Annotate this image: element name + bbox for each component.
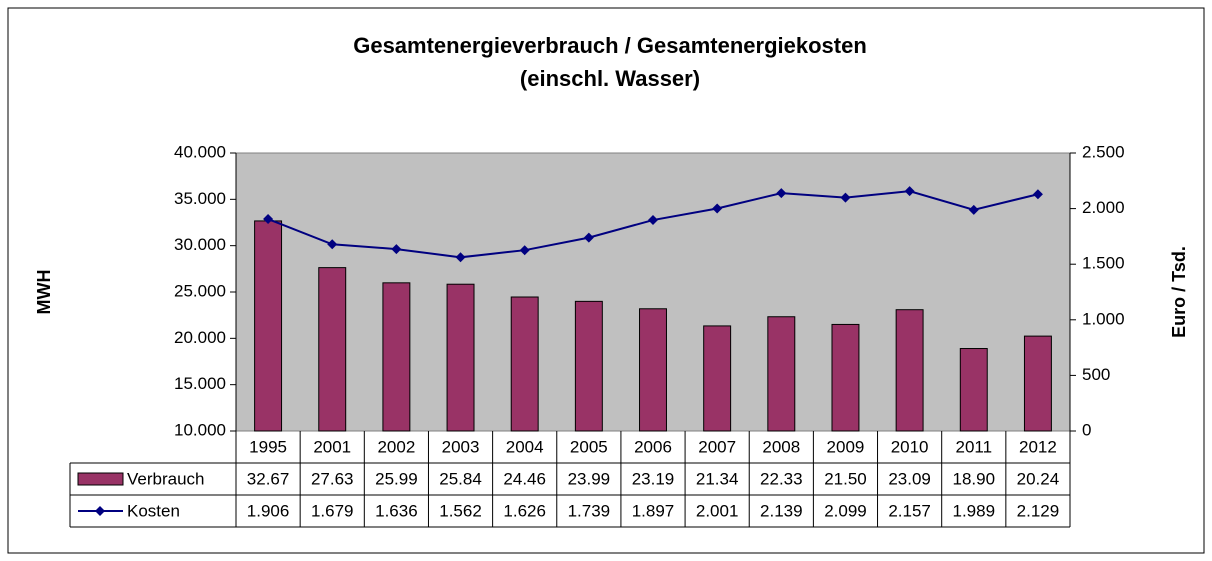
data-label: 1.989	[952, 501, 995, 520]
chart-title: Gesamtenergieverbrauch / Gesamtenergieko…	[353, 33, 867, 58]
x-tick-label: 2001	[313, 437, 351, 456]
data-label: 32.67	[247, 469, 290, 488]
legend-key	[95, 506, 105, 516]
x-tick-label: 2007	[698, 437, 736, 456]
x-tick-label: 2012	[1019, 437, 1057, 456]
bar	[1023, 335, 1052, 432]
x-tick-label: 2009	[827, 437, 865, 456]
y-tick-label: 40.000	[174, 142, 226, 161]
y-tick-label: 30.000	[174, 235, 226, 254]
x-tick-label: 2005	[570, 437, 608, 456]
data-label: 1.897	[632, 501, 675, 520]
y2-tick-label: 0	[1082, 420, 1091, 439]
data-label: 22.33	[760, 469, 803, 488]
x-tick-label: 1995	[249, 437, 287, 456]
data-label: 27.63	[311, 469, 354, 488]
bar	[767, 316, 796, 432]
y-tick-label: 20.000	[174, 328, 226, 347]
x-tick-label: 2003	[442, 437, 480, 456]
y-tick-label: 10.000	[174, 420, 226, 439]
bar	[895, 309, 924, 432]
y-tick-label: 35.000	[174, 189, 226, 208]
marker	[327, 239, 338, 250]
data-label: 24.46	[503, 469, 546, 488]
bar	[254, 220, 283, 432]
marker	[776, 188, 787, 199]
marker	[712, 203, 723, 214]
y-tick-label: 25.000	[174, 281, 226, 300]
data-label: 21.34	[696, 469, 739, 488]
y-axis-label: MWH	[34, 270, 54, 315]
x-tick-label: 2011	[955, 437, 992, 456]
data-label: 21.50	[824, 469, 867, 488]
chart-subtitle: (einschl. Wasser)	[520, 66, 700, 91]
bar	[959, 348, 988, 432]
data-label: 2.157	[888, 501, 931, 520]
legend-key	[77, 472, 124, 486]
data-label: 23.09	[888, 469, 931, 488]
x-tick-label: 2006	[634, 437, 672, 456]
data-label: 1.562	[439, 501, 482, 520]
data-label: 1.626	[503, 501, 546, 520]
x-tick-label: 2002	[377, 437, 415, 456]
bar	[831, 323, 860, 432]
marker	[391, 244, 402, 255]
data-label: 23.19	[632, 469, 675, 488]
data-label: 2.139	[760, 501, 803, 520]
bar	[703, 325, 732, 432]
data-label: 2.001	[696, 501, 739, 520]
data-label: 2.099	[824, 501, 867, 520]
y-tick-label: 15.000	[174, 374, 226, 393]
data-label: 25.99	[375, 469, 418, 488]
y2-tick-label: 1.500	[1082, 254, 1125, 273]
bar	[318, 267, 347, 432]
y2-tick-label: 2.500	[1082, 142, 1125, 161]
bar	[574, 300, 603, 432]
data-label: 23.99	[568, 469, 611, 488]
marker	[455, 252, 466, 263]
data-label: 25.84	[439, 469, 482, 488]
y2-tick-label: 2.000	[1082, 198, 1125, 217]
x-tick-label: 2008	[762, 437, 800, 456]
y2-tick-label: 500	[1082, 365, 1110, 384]
data-label: 1.906	[247, 501, 290, 520]
marker	[648, 215, 658, 226]
x-tick-label: 2010	[891, 437, 929, 456]
y2-tick-label: 1.000	[1082, 309, 1125, 328]
marker	[519, 245, 530, 256]
bar	[639, 308, 667, 432]
marker	[904, 186, 915, 197]
data-label: 20.24	[1017, 469, 1060, 488]
marker	[583, 232, 594, 243]
data-label: 1.739	[568, 501, 611, 520]
data-label: 18.90	[952, 469, 995, 488]
legend-label: Kosten	[127, 501, 180, 520]
bar	[510, 296, 539, 432]
marker	[968, 204, 979, 215]
marker	[263, 214, 274, 225]
x-tick-label: 2004	[506, 437, 544, 456]
bar	[382, 282, 411, 432]
y2-axis-label: Euro / Tsd.	[1169, 246, 1189, 338]
data-label: 1.636	[375, 501, 418, 520]
bar	[446, 283, 475, 432]
data-label: 2.129	[1017, 501, 1060, 520]
marker	[840, 192, 851, 203]
marker	[1032, 189, 1043, 200]
data-label: 1.679	[311, 501, 354, 520]
legend-label: Verbrauch	[127, 469, 205, 488]
